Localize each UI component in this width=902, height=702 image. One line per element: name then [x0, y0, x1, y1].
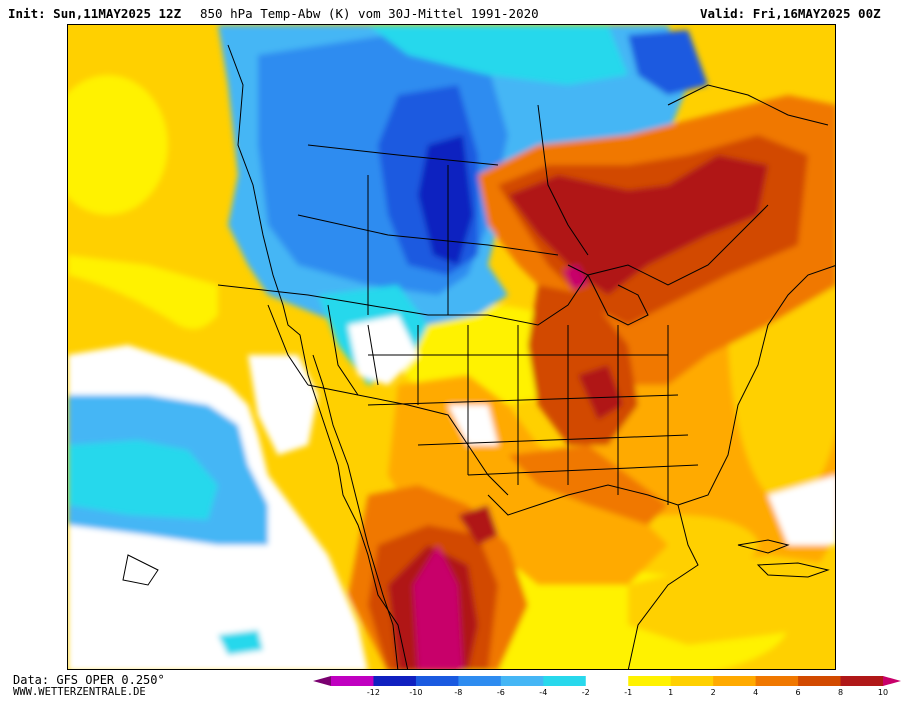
legend-tick-label: 1	[668, 688, 674, 697]
map-canvas	[68, 25, 835, 669]
init-label: Init: Sun,11MAY2025 12Z	[8, 6, 182, 21]
legend-swatch	[670, 676, 714, 686]
warm-anomaly-area	[578, 365, 623, 420]
legend-arrow-right	[883, 676, 901, 686]
cold-anomaly-area	[68, 440, 218, 520]
cold-anomaly-area	[368, 25, 628, 85]
neutral-area	[448, 405, 498, 445]
state-border	[267, 304, 309, 386]
state-border	[417, 434, 689, 446]
legend-swatch	[415, 676, 459, 686]
legend-tick-label: 2	[710, 688, 716, 697]
state-border	[327, 304, 359, 396]
warm-anomaly-area	[413, 545, 463, 669]
legend-tick-label: -2	[581, 688, 590, 697]
legend-tick-label: 8	[837, 688, 844, 697]
warm-anomaly-area	[458, 505, 498, 545]
legend-swatch	[373, 676, 417, 686]
legend-tick-label: -4	[539, 688, 548, 697]
footer: Data: GFS OPER 0.250° WWW.WETTERZENTRALE…	[13, 674, 165, 698]
pacific-coastline	[227, 44, 409, 669]
warm-anomaly-area	[508, 155, 768, 295]
legend-swatch	[585, 676, 629, 686]
great-lakes-outline	[567, 264, 649, 326]
valid-value: Fri,16MAY2025 00Z	[752, 6, 881, 21]
anomaly-patch	[68, 255, 218, 330]
northern-coast	[667, 84, 829, 126]
legend-swatch	[331, 676, 374, 686]
legend-tick-label: -6	[496, 688, 505, 697]
legend-swatch	[755, 676, 799, 686]
legend-tick-label: 10	[877, 688, 889, 697]
cold-anomaly-area	[218, 630, 263, 655]
color-legend: -12-10-8-6-4-2-1124681012	[313, 675, 901, 701]
warm-anomaly-area	[508, 445, 668, 525]
chart-title: 850 hPa Temp-Abw (K) vom 30J-Mittel 1991…	[200, 6, 539, 21]
legend-color-bar	[313, 676, 901, 686]
legend-swatch	[458, 676, 502, 686]
legend-tick-label: -10	[409, 688, 423, 697]
legend-arrow-left	[313, 676, 331, 686]
data-source-label: Data: GFS OPER 0.250°	[13, 673, 165, 687]
legend-swatch	[628, 676, 672, 686]
cold-anomaly-area	[418, 135, 473, 265]
hudson-bay-coast	[537, 104, 589, 256]
legend-tick-label: 4	[753, 688, 759, 697]
cold-anomaly-area	[628, 30, 708, 95]
state-border	[367, 394, 679, 406]
province-border	[297, 214, 559, 256]
legend-tick-label: -1	[624, 688, 633, 697]
legend-tick-label: -12	[366, 688, 380, 697]
atlantic-coastline	[677, 265, 835, 506]
website-link[interactable]: WWW.WETTERZENTRALE.DE	[13, 686, 146, 698]
map-boundaries	[122, 44, 835, 669]
legend-swatch	[840, 676, 884, 686]
legend-tick-labels: -12-10-8-6-4-2-1124681012	[313, 688, 901, 700]
chart-header: Init: Sun,11MAY2025 12Z 850 hPa Temp-Abw…	[0, 0, 902, 24]
baja-coastline	[312, 354, 399, 669]
anomaly-patch	[68, 75, 168, 215]
init-value: Sun,11MAY2025 12Z	[53, 6, 182, 21]
legend-tick-label: -8	[454, 688, 463, 697]
anomaly-map	[67, 24, 836, 670]
neutral-area	[248, 355, 318, 455]
valid-label: Valid: Fri,16MAY2025 00Z	[700, 6, 881, 21]
island-outline	[737, 539, 790, 554]
legend-swatch	[798, 676, 842, 686]
legend-swatch	[500, 676, 544, 686]
gulf-coastline	[487, 484, 699, 669]
state-border	[467, 464, 699, 476]
legend-swatch	[713, 676, 757, 686]
legend-tick-label: 6	[795, 688, 801, 697]
island-outline	[122, 554, 159, 586]
neutral-area	[348, 315, 418, 385]
neutral-area	[768, 475, 835, 545]
legend-swatch	[543, 676, 587, 686]
island-outline	[756, 562, 830, 578]
province-border	[307, 144, 499, 166]
